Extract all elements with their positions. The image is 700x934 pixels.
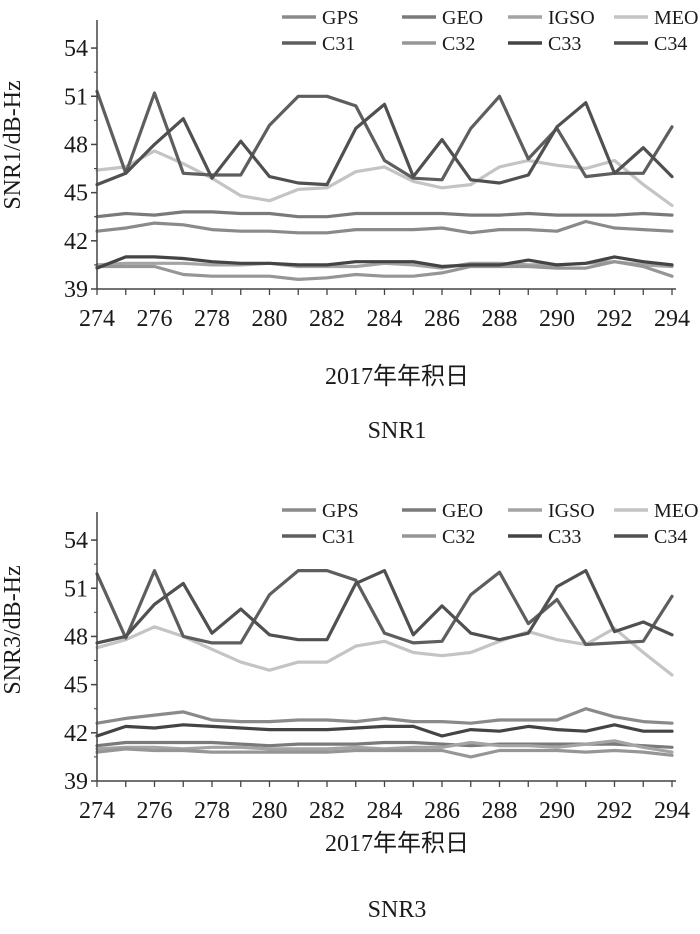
snr1-x-tick-label: 276 xyxy=(137,306,173,332)
snr3-y-tick-label: 51 xyxy=(64,576,88,602)
snr3-x-tick-label: 286 xyxy=(424,798,460,824)
snr1-chart-title: SNR1 xyxy=(368,418,427,444)
snr3-x-tick-label: 284 xyxy=(367,798,403,824)
snr3-x-tick-label: 282 xyxy=(309,798,345,824)
snr1-series-line-c32 xyxy=(95,260,674,281)
snr3-chart: 39 42 45 48 51 54 274 276 278 280 282 284 286 288 290 2… xyxy=(0,467,700,934)
snr1-y-tick-label: 54 xyxy=(64,36,88,62)
snr1-x-tick-label: 278 xyxy=(194,306,230,332)
snr1-x-tick-label: 286 xyxy=(424,306,460,332)
snr3-x-tick-label: 292 xyxy=(597,798,633,824)
snr3-y-tick-label: 45 xyxy=(64,673,88,699)
snr1-x-tick-label: 292 xyxy=(597,306,633,332)
snr1-x-tick-label: 280 xyxy=(252,306,288,332)
snr1-legend-label-meo: MEO xyxy=(654,7,698,29)
snr1-series-line-meo xyxy=(95,149,674,208)
snr3-legend-label-gps: GPS xyxy=(322,500,359,522)
snr3-x-axis-label: 2017年年积日 xyxy=(325,830,469,857)
snr3-x-tick-label: 274 xyxy=(79,798,115,824)
snr1-series-line-c34 xyxy=(95,101,674,187)
snr3-series-line-gps xyxy=(95,707,674,725)
snr1-x-tick-label: 294 xyxy=(654,306,690,332)
snr1-y-tick-label: 42 xyxy=(64,229,88,255)
snr1-y-tick-label: 39 xyxy=(64,277,88,303)
snr3-y-tick-label: 39 xyxy=(64,769,88,795)
snr1-series-line-c33 xyxy=(95,255,674,270)
snr1-x-tick-label: 284 xyxy=(367,306,403,332)
snr3-series-line-c31 xyxy=(95,568,674,647)
snr1-x-tick-label: 290 xyxy=(539,306,575,332)
snr3-y-tick-label: 54 xyxy=(64,528,88,554)
snr3-legend-label-c33: C33 xyxy=(548,526,581,548)
snr3-legend-label-igso: IGSO xyxy=(548,500,595,522)
snr3-x-tick-label: 288 xyxy=(482,798,518,824)
snr1-chart: 39 42 45 48 51 54 274 276 278 280 282 284 286 288 290 2… xyxy=(0,7,698,444)
snr1-y-axis-label: SNR1/dB-Hz xyxy=(0,80,26,209)
snr3-series-line-c33 xyxy=(95,723,674,738)
snr3-y-tick-label: 42 xyxy=(64,721,88,747)
snr3-y-axis-label: SNR3/dB-Hz xyxy=(0,565,26,694)
snr3-chart-title: SNR3 xyxy=(368,897,427,923)
snr1-y-tick-label: 48 xyxy=(64,132,88,158)
snr1-legend-label-c34: C34 xyxy=(654,33,687,55)
snr3-x-tick-label: 278 xyxy=(194,798,230,824)
snr1-y-tick-label: 51 xyxy=(64,84,88,110)
snr1-series-line-geo xyxy=(95,210,674,219)
snr1-series-line-c31 xyxy=(95,89,674,182)
snr3-y-tick-label: 48 xyxy=(64,624,88,650)
snr1-legend-label-c32: C32 xyxy=(442,33,475,55)
snr1-x-tick-label: 274 xyxy=(79,306,115,332)
snr1-legend-label-geo: GEO xyxy=(442,7,483,29)
snr3-legend-label-meo: MEO xyxy=(654,500,698,522)
snr3-chart-svg: 39 42 45 48 51 54 274 276 278 280 282 284 286 288 290 2… xyxy=(0,500,698,923)
snr1-legend-label-c31: C31 xyxy=(322,33,355,55)
snr3-legend-label-geo: GEO xyxy=(442,500,483,522)
snr1-chart-svg: 39 42 45 48 51 54 274 276 278 280 282 284 286 288 290 2… xyxy=(0,7,698,444)
snr1-series-line-gps xyxy=(95,219,674,235)
snr3-legend-label-c32: C32 xyxy=(442,526,475,548)
snr1-x-axis-label: 2017年年积日 xyxy=(325,363,469,390)
snr1-x-tick-label: 288 xyxy=(482,306,518,332)
snr3-x-tick-label: 294 xyxy=(654,798,690,824)
snr1-y-tick-label: 45 xyxy=(64,181,88,207)
snr3-legend-label-c31: C31 xyxy=(322,526,355,548)
snr1-legend-label-c33: C33 xyxy=(548,33,581,55)
snr1-legend-label-igso: IGSO xyxy=(548,7,595,29)
snr3-x-tick-label: 290 xyxy=(539,798,575,824)
snr3-x-tick-label: 276 xyxy=(137,798,173,824)
snr3-series-line-meo xyxy=(95,625,674,677)
snr3-series-line-c34 xyxy=(95,568,674,645)
snr3-series-line-c32 xyxy=(95,747,674,759)
snr3-legend-label-c34: C34 xyxy=(654,526,687,548)
snr1-legend-label-gps: GPS xyxy=(322,7,359,29)
snr1-x-tick-label: 282 xyxy=(309,306,345,332)
snr3-x-tick-label: 280 xyxy=(252,798,288,824)
